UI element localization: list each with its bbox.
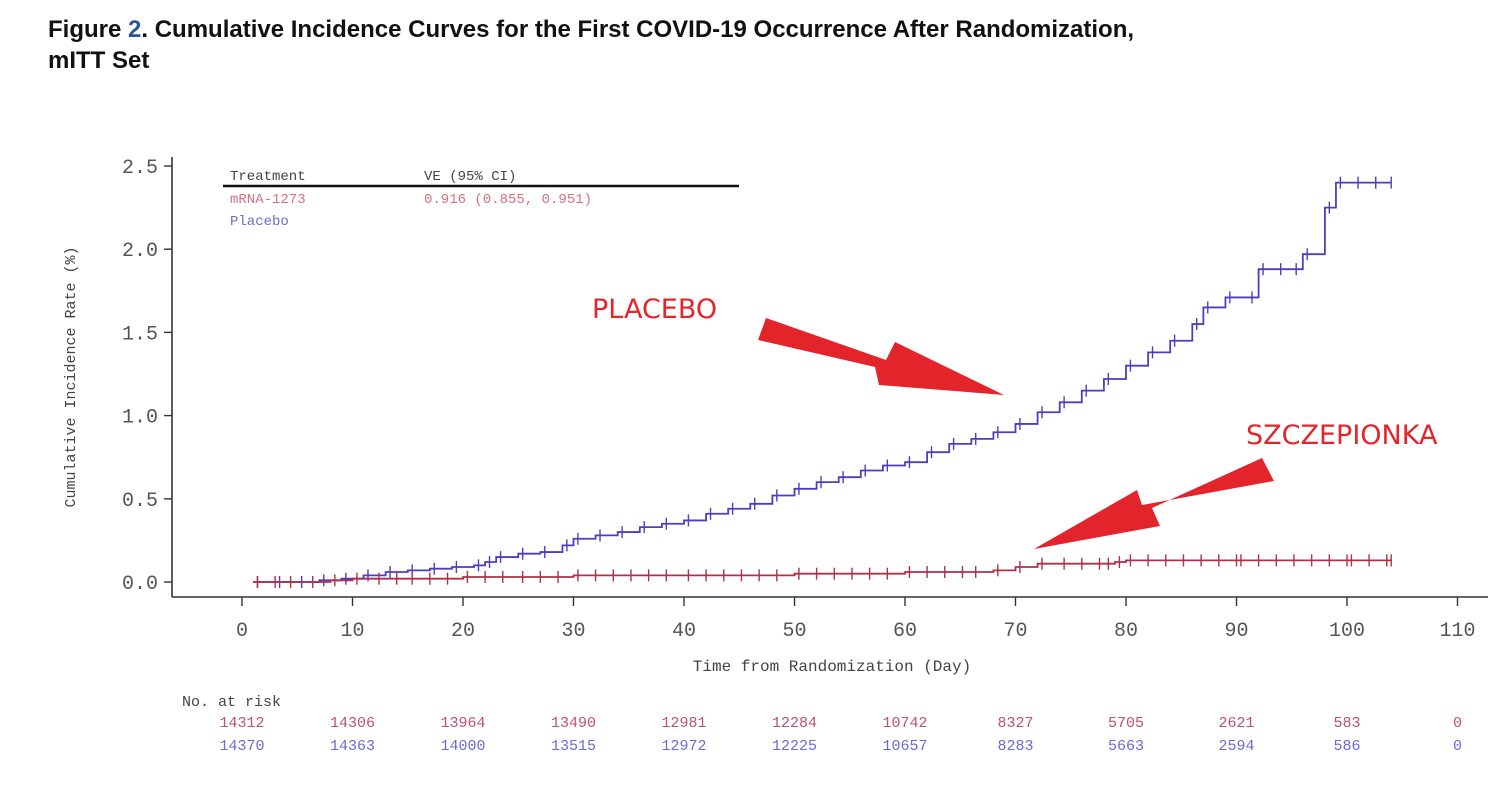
at-risk-value: 10742 xyxy=(882,715,927,732)
x-tick-label: 80 xyxy=(1114,620,1138,643)
x-tick-label: 100 xyxy=(1329,620,1365,643)
at-risk-value: 5663 xyxy=(1108,738,1144,755)
at-risk-value: 0 xyxy=(1453,738,1462,755)
at-risk-value: 0 xyxy=(1453,715,1462,732)
placebo-curve xyxy=(253,181,1392,583)
series-layer xyxy=(253,176,1392,588)
vaccine-callout-arrow xyxy=(1034,458,1274,549)
y-axis-label: Cumulative Incidence Rate (%) xyxy=(63,246,80,507)
at-risk-value: 14363 xyxy=(330,738,375,755)
at-risk-value: 12972 xyxy=(661,738,706,755)
x-tick-label: 110 xyxy=(1439,620,1475,643)
at-risk-value: 2621 xyxy=(1218,715,1254,732)
y-tick-label: 0.5 xyxy=(122,490,158,513)
at-risk-value: 12225 xyxy=(772,738,817,755)
mrna-1273-curve xyxy=(253,559,1392,583)
x-tick-label: 0 xyxy=(236,620,248,643)
placebo-callout-label: PLACEBO xyxy=(592,294,717,325)
callouts: PLACEBO SZCZEPIONKA xyxy=(592,294,1438,549)
at-risk-value: 12284 xyxy=(772,715,817,732)
axes: 0.0 0.5 1.0 1.5 2.0 2.5 0 10 20 30 40 50 60 70 80 90 100… xyxy=(63,157,1488,676)
x-tick-label: 50 xyxy=(782,620,806,643)
at-risk-value: 14312 xyxy=(219,715,264,732)
figure-title-line2: mITT Set xyxy=(48,47,150,74)
y-tick-label: 1.0 xyxy=(122,407,158,430)
at-risk-value: 12981 xyxy=(661,715,706,732)
at-risk-table: No. at risk 14312 14306 13964 13490 12981 1228… xyxy=(182,694,1462,755)
x-tick-label: 40 xyxy=(672,620,696,643)
figure-label-prefix: Figure xyxy=(48,16,129,43)
x-tick-label: 10 xyxy=(340,620,364,643)
y-tick-label: 0.0 xyxy=(122,573,158,596)
x-tick-label: 20 xyxy=(451,620,475,643)
figure-number: 2 xyxy=(128,16,142,43)
at-risk-value: 8327 xyxy=(997,715,1033,732)
at-risk-value: 2594 xyxy=(1218,738,1254,755)
at-risk-value: 13515 xyxy=(551,738,596,755)
legend: Treatment VE (95% CI) mRNA-1273 0.916 (0.85… xyxy=(223,169,739,230)
legend-header-ve: VE (95% CI) xyxy=(424,169,516,185)
legend-treatment-1: mRNA-1273 xyxy=(230,192,306,208)
at-risk-value: 14306 xyxy=(330,715,375,732)
at-risk-header: No. at risk xyxy=(182,694,281,711)
y-tick-label: 2.5 xyxy=(122,157,158,180)
at-risk-value: 10657 xyxy=(882,738,927,755)
vaccine-callout-label: SZCZEPIONKA xyxy=(1246,420,1438,451)
figure-title-line1: Figure 2. Cumulative Incidence Curves fo… xyxy=(48,14,1134,45)
x-axis-label: Time from Randomization (Day) xyxy=(693,658,971,676)
figure-title: Figure 2. Cumulative Incidence Curves fo… xyxy=(48,14,1134,76)
figure-title-text: . Cumulative Incidence Curves for the Fi… xyxy=(141,16,1135,43)
at-risk-value: 14370 xyxy=(219,738,264,755)
legend-header-treatment: Treatment xyxy=(230,169,306,185)
at-risk-value: 8283 xyxy=(997,738,1033,755)
at-risk-value: 5705 xyxy=(1108,715,1144,732)
legend-treatment-2: Placebo xyxy=(230,214,289,230)
y-tick-label: 1.5 xyxy=(122,323,158,346)
x-tick-label: 60 xyxy=(893,620,917,643)
x-tick-label: 70 xyxy=(1003,620,1027,643)
y-tick-label: 2.0 xyxy=(122,240,158,263)
at-risk-value: 14000 xyxy=(440,738,485,755)
at-risk-value: 13964 xyxy=(440,715,485,732)
x-tick-label: 90 xyxy=(1224,620,1248,643)
x-tick-label: 30 xyxy=(561,620,585,643)
legend-ve-1: 0.916 (0.855, 0.951) xyxy=(424,192,592,208)
at-risk-value: 583 xyxy=(1333,715,1360,732)
placebo-callout-arrow xyxy=(758,318,1004,395)
at-risk-value: 13490 xyxy=(551,715,596,732)
at-risk-value: 586 xyxy=(1333,738,1360,755)
